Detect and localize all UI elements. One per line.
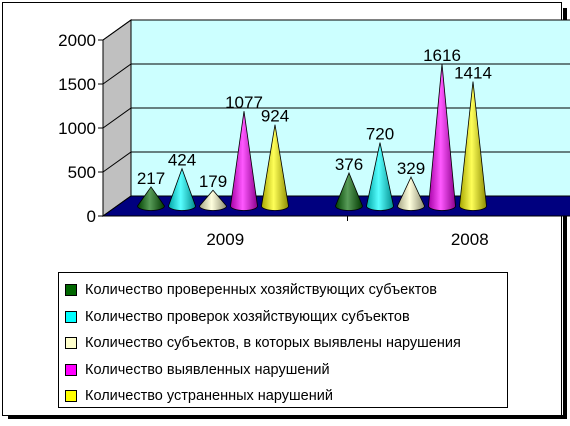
data-label: 1414 xyxy=(454,64,492,83)
frame-shadow-bottom xyxy=(8,415,567,419)
x-tick-label: 2009 xyxy=(206,230,244,249)
legend-item: Количество проверок хозяйствующих субъек… xyxy=(59,304,507,331)
gridline xyxy=(102,19,570,41)
y-tick-label: 2000 xyxy=(58,31,96,50)
cone-2008-2 xyxy=(366,142,394,211)
legend-item: Количество выявленных нарушений xyxy=(59,357,507,384)
plot-walls xyxy=(101,19,570,217)
gridline xyxy=(102,63,570,85)
cone-2008-3 xyxy=(397,176,425,211)
gridlines xyxy=(102,19,570,173)
y-tick-label: 1500 xyxy=(58,75,96,94)
data-label: 1077 xyxy=(225,93,263,112)
cone-2008-1 xyxy=(335,171,363,211)
legend-swatch xyxy=(65,363,77,376)
legend-label: Количество устраненных нарушений xyxy=(85,388,333,405)
legend-label: Количество проверок хозяйствующих субъек… xyxy=(85,308,410,325)
cone-2009-5 xyxy=(261,124,289,211)
data-label: 179 xyxy=(199,172,227,191)
gridline xyxy=(102,107,570,129)
x-tick-label: 2008 xyxy=(451,230,489,249)
x-axis: 2009 2008 xyxy=(103,215,570,249)
y-tick-label: 500 xyxy=(68,163,96,182)
gridline xyxy=(102,151,570,173)
y-tick-label: 1000 xyxy=(58,119,96,138)
y-tick-label: 0 xyxy=(87,207,96,226)
cone-2009-1 xyxy=(137,186,165,211)
legend-label: Количество проверенных хозяйствующих суб… xyxy=(85,282,437,299)
legend-label: Количество субъектов, в которых выявлены… xyxy=(85,335,461,352)
legend-item: Количество устраненных нарушений xyxy=(59,383,507,410)
legend: Количество проверенных хозяйствующих суб… xyxy=(58,272,508,408)
data-label: 924 xyxy=(261,107,289,126)
legend-item: Количество проверенных хозяйствующих суб… xyxy=(59,277,507,304)
data-label: 1616 xyxy=(423,46,461,65)
data-label: 329 xyxy=(397,159,425,178)
cones xyxy=(137,63,487,211)
legend-label: Количество выявленных нарушений xyxy=(85,361,330,378)
legend-swatch xyxy=(65,337,77,350)
data-label: 424 xyxy=(168,151,196,170)
cone-2009-4 xyxy=(230,111,258,211)
data-label: 376 xyxy=(335,155,363,174)
data-label: 217 xyxy=(137,169,165,188)
cone-2009-3 xyxy=(199,189,227,211)
cone-2008-5 xyxy=(459,81,487,211)
legend-swatch xyxy=(65,284,77,297)
legend-swatch xyxy=(65,390,77,403)
cone-2009-2 xyxy=(168,167,196,211)
cone-2008-4 xyxy=(428,63,456,211)
data-label: 720 xyxy=(366,125,394,144)
legend-swatch xyxy=(65,310,77,323)
y-axis: 0 500 1000 1500 2000 xyxy=(58,31,104,226)
legend-item: Количество субъектов, в которых выявлены… xyxy=(59,330,507,357)
